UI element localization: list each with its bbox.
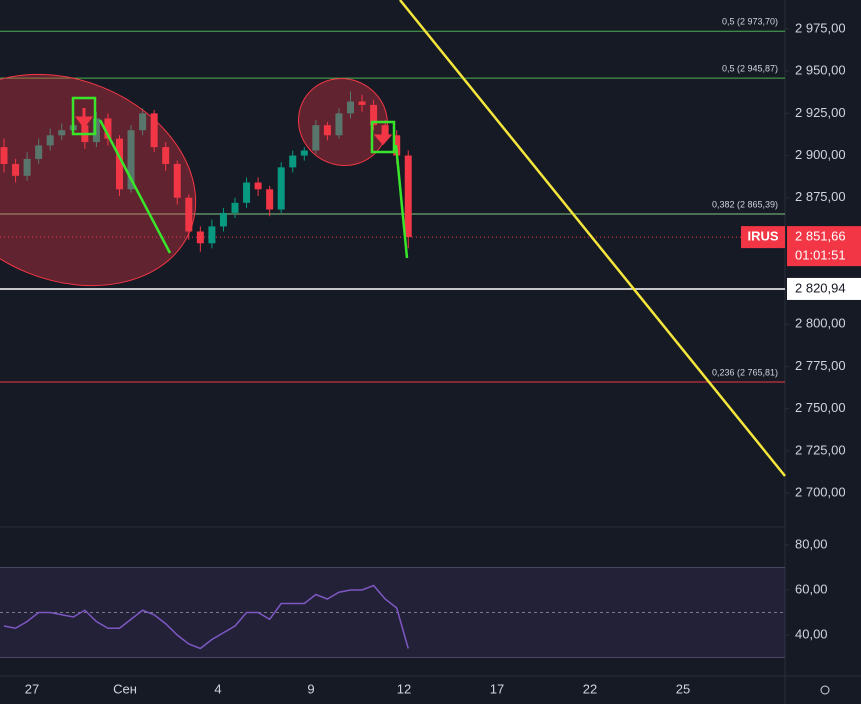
candle-body — [127, 130, 135, 190]
trend-line — [399, 0, 786, 477]
candle-body — [46, 135, 54, 146]
rsi-tick-label: 60,00 — [795, 581, 828, 596]
candle-body — [231, 202, 239, 213]
rsi-tick-label: 40,00 — [795, 626, 828, 641]
plot — [0, 28, 789, 658]
symbol-tag — [741, 226, 785, 249]
candle-body — [219, 212, 227, 227]
y-tick-label: 2 800,00 — [795, 316, 846, 331]
arrow — [373, 130, 393, 146]
settings-icon[interactable] — [820, 685, 830, 695]
x-tick-label: 22 — [583, 681, 597, 696]
x-tick-label: 17 — [490, 681, 504, 696]
y-tick-label: 2 925,00 — [795, 105, 846, 120]
candle-body — [150, 113, 158, 148]
candle-body — [381, 125, 389, 136]
candle-body — [12, 163, 20, 176]
y-tick-label: 2 975,00 — [795, 20, 846, 35]
arrow — [75, 108, 93, 129]
x-tick-label: Сен — [113, 681, 137, 696]
x-tick-label: 4 — [214, 681, 221, 696]
candle-body — [404, 155, 412, 238]
fib-label: 0,5 (2 973,70) — [722, 17, 778, 27]
signal-box — [370, 120, 396, 154]
rsi-line — [3, 584, 409, 650]
candle-body — [173, 163, 181, 198]
x-tick-label: 12 — [397, 681, 411, 696]
fib-label: 0,236 (2 765,81) — [712, 367, 778, 377]
countdown-label: 01:01:51 — [795, 248, 846, 263]
candle-body — [139, 113, 147, 131]
price-tag-label: 2 820,94 — [795, 280, 846, 295]
rsi-tick-label: 80,00 — [795, 536, 828, 551]
x-tick-label: 27 — [25, 681, 39, 696]
labels: 2 975,00 2 950,00 2 925,00 2 900,00 2 875,00… — [25, 17, 861, 696]
candle-body — [277, 167, 285, 210]
candle-body — [289, 155, 297, 168]
y-tick-label: 2 950,00 — [795, 63, 846, 78]
candle-body — [323, 125, 331, 136]
candle-body — [300, 150, 308, 156]
ellipse — [297, 77, 389, 167]
candle-body — [358, 101, 366, 105]
candle-body — [335, 113, 343, 136]
candle-body — [208, 226, 216, 244]
fib-label: 0,382 (2 865,39) — [712, 199, 778, 209]
candle-body — [370, 104, 378, 126]
candle-body — [266, 189, 274, 210]
y-tick-label: 2 700,00 — [795, 484, 846, 499]
candle-body — [23, 158, 31, 176]
fib-label: 0,5 (2 945,87) — [722, 64, 778, 74]
candle-body — [312, 125, 320, 151]
price-tag-label: 2 851,66 — [795, 229, 846, 244]
candle-body — [92, 118, 100, 143]
signal-box — [71, 96, 97, 136]
ellipse — [0, 73, 197, 287]
y-tick-label: 2 725,00 — [795, 442, 846, 457]
y-tick-label: 2 775,00 — [795, 358, 846, 373]
candle-body — [347, 101, 354, 114]
candle-body — [0, 147, 8, 164]
price-tag — [787, 226, 861, 267]
price-tag — [787, 277, 861, 300]
x-tick-label: 25 — [676, 681, 690, 696]
candle-body — [116, 138, 123, 190]
trend-line — [98, 119, 172, 254]
candle-body — [185, 197, 193, 232]
candle-body — [162, 147, 170, 164]
candle-body — [35, 145, 43, 159]
candle-body — [104, 118, 112, 139]
symbol-tag-label: IRUS — [747, 229, 778, 244]
y-tick-label: 2 900,00 — [795, 147, 846, 162]
x-tick-label: 9 — [307, 681, 314, 696]
y-tick-label: 2 875,00 — [795, 189, 846, 204]
trend-line — [394, 144, 409, 259]
candle-body — [58, 130, 66, 136]
candle-body — [243, 182, 251, 203]
candle-body — [254, 182, 262, 190]
candle-body — [196, 231, 204, 244]
drawings — [0, 0, 830, 695]
y-tick-label: 2 750,00 — [795, 400, 846, 415]
